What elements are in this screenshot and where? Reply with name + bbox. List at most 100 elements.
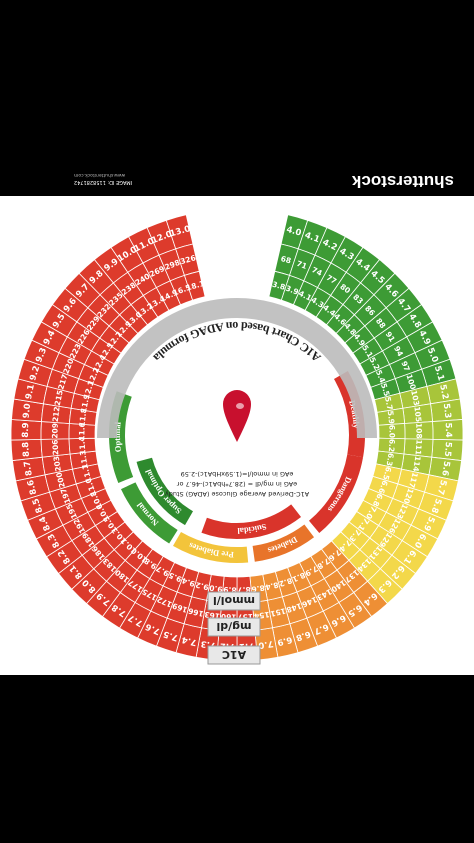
a1c-value: 8.6 xyxy=(26,479,39,496)
a1c-value: 7.5 xyxy=(162,628,180,642)
a1c-value: 5.6 xyxy=(439,460,451,477)
mmol-value: 11.9 xyxy=(79,393,92,413)
a1c-row-label: A1C xyxy=(222,648,246,661)
a1c-value: 5.2 xyxy=(437,384,450,401)
mmol-label-box xyxy=(207,591,261,611)
a1c-value: 5.4 xyxy=(443,422,453,437)
mmol-value: 6.5 xyxy=(381,466,393,481)
a1c-value: 7.3 xyxy=(200,638,216,650)
a1c-wheel: 4.0683.84.1713.94.2744.14.3774.34.4804.4… xyxy=(10,214,464,662)
mmol-cell xyxy=(183,270,206,301)
a1c-value: 8.9 xyxy=(21,422,31,437)
mgdl-value: 326 xyxy=(179,253,197,266)
a1c-value: 8.7 xyxy=(23,460,35,477)
mgdl-value: 157 xyxy=(237,612,253,622)
mgdl-value: 97 xyxy=(399,360,411,373)
mgdl-value: 100 xyxy=(404,373,417,391)
mgdl-value: 117 xyxy=(407,471,420,488)
mgdl-value: 71 xyxy=(295,259,308,271)
mgdl-value: 74 xyxy=(310,265,323,278)
mgdl-value: 114 xyxy=(411,455,422,472)
a1c-value: 5.7 xyxy=(435,479,448,496)
mgdl-value: 166 xyxy=(187,606,204,618)
mmol-value: 9.2 xyxy=(195,580,210,592)
watermark-header: shutterstock IMAGE ID: 1158281742 www.sh… xyxy=(74,172,454,191)
a1c-value: 7.4 xyxy=(181,634,198,647)
mmol-value: 5.9 xyxy=(386,410,396,424)
ring-layer: 4.0683.84.1713.94.2744.14.3774.34.4804.4… xyxy=(10,214,464,662)
mgdl-label-box xyxy=(207,617,261,637)
mmol-value: 11.6 xyxy=(77,422,86,441)
image-id: IMAGE ID: 1158281742 xyxy=(74,179,132,185)
a1c-value: 5.8 xyxy=(429,497,443,515)
mgdl-value: 203 xyxy=(52,455,63,472)
title-banner xyxy=(97,298,377,439)
zone-band xyxy=(136,457,194,526)
mmol-value: 8.4 xyxy=(264,580,279,592)
mmol-value: 9.0 xyxy=(209,583,223,594)
mgdl-value: 68 xyxy=(280,254,292,265)
mgdl-value: 154 xyxy=(253,610,270,621)
a1c-label-box xyxy=(207,645,261,665)
mmol-value: 5.7 xyxy=(383,396,395,411)
a1c-value: 6.9 xyxy=(276,634,293,647)
study-subtitle: A1C-Derived Average Glucose (ADAG) Study xyxy=(165,490,309,498)
formula-mgdl: eAG in mg/dl = (28.7*hbA1c)-46.7 or xyxy=(177,480,298,488)
zone-band xyxy=(252,524,315,562)
mmol-value: 3.9 xyxy=(284,284,300,297)
mgdl-value: 217 xyxy=(56,373,69,391)
a1c-value: 5.1 xyxy=(432,365,446,382)
mmol-value: 8.9 xyxy=(223,585,237,595)
a1c-value: 6.8 xyxy=(294,628,312,642)
zone-band xyxy=(308,454,364,534)
mgdl-value: 212 xyxy=(51,406,62,423)
a1c-value: 9.0 xyxy=(22,403,34,419)
a1c-value: 8.5 xyxy=(31,497,45,515)
mgdl-value: 209 xyxy=(50,423,59,439)
mgdl-value: 111 xyxy=(414,439,424,455)
zone-band xyxy=(201,504,302,539)
brand-logo: shutterstock xyxy=(351,172,454,191)
mgdl-value: 151 xyxy=(269,606,286,618)
mmol-value: 8.7 xyxy=(237,585,251,595)
mmol-value: 9.4 xyxy=(181,576,196,589)
a1c-value: 7.0 xyxy=(258,638,274,650)
a1c-value: 8.8 xyxy=(21,441,32,457)
row-labels: A1C mg/dl mmol/l xyxy=(207,591,261,665)
mgdl-value: 160 xyxy=(221,612,237,622)
a1c-value: 9.1 xyxy=(24,384,37,401)
zone-band xyxy=(120,482,178,544)
a1c-value: 4.0 xyxy=(285,225,302,239)
site-url: www.shutterstock.com xyxy=(74,172,125,178)
mgdl-value: 103 xyxy=(409,389,421,406)
zone-band xyxy=(173,531,249,563)
mmol-row-label: mmol/l xyxy=(213,594,255,607)
a1c-value: 5.3 xyxy=(441,403,453,419)
mmol-value: 6.0 xyxy=(387,425,396,439)
mmol-value: 11.1 xyxy=(80,463,93,483)
mgdl-value: 105 xyxy=(412,406,423,423)
mgdl-value: 163 xyxy=(204,610,221,621)
mmol-value: 11.4 xyxy=(77,436,87,455)
mmol-value: 11.3 xyxy=(78,450,90,470)
mmol-value: 6.2 xyxy=(387,439,397,453)
blood-drop-icon xyxy=(223,390,251,442)
mgdl-value: 94 xyxy=(392,344,405,357)
mgdl-row-label: mg/dl xyxy=(217,620,252,633)
mmol-value: 6.3 xyxy=(385,452,396,467)
formula-mmol: eAG in mmol/l=(1.59xHbA1c)-2.59 xyxy=(181,470,294,478)
mmol-value: 11.8 xyxy=(77,408,88,427)
zone-label: Optimal xyxy=(112,421,123,453)
mgdl-value: 108 xyxy=(414,423,423,439)
mgdl-value: 200 xyxy=(54,471,67,488)
mmol-value: 5.5 xyxy=(379,382,391,397)
a1c-value: 5.5 xyxy=(442,441,453,457)
mmol-value: 6.6 xyxy=(377,479,390,495)
mgdl-value: 215 xyxy=(53,389,65,406)
mmol-value: 8.2 xyxy=(278,576,293,589)
mgdl-value: 206 xyxy=(50,439,60,455)
mmol-value: 3.8 xyxy=(271,280,286,292)
mmol-value: 8.6 xyxy=(251,583,265,594)
a1c-value: 9.2 xyxy=(28,365,42,382)
